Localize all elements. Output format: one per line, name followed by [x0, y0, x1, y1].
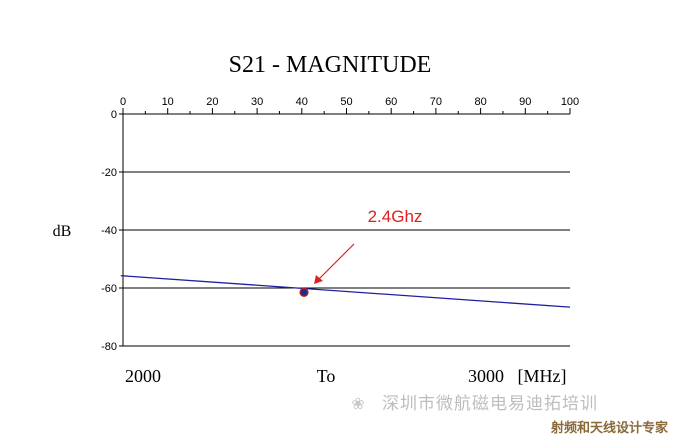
top-tick-label: 80	[474, 96, 486, 108]
annotation-label: 2.4Ghz	[368, 207, 423, 226]
chart-title: S21 - MAGNITUDE	[229, 52, 432, 78]
top-tick-label: 60	[385, 96, 397, 108]
series-line	[120, 275, 571, 308]
y-axis-label: dB	[53, 223, 72, 240]
top-tick-label: 40	[296, 96, 308, 108]
y-tick-label: -80	[101, 341, 117, 353]
top-tick-label: 70	[430, 96, 442, 108]
y-tick-label: -20	[101, 167, 117, 179]
y-tick-label: -60	[101, 283, 117, 295]
top-axis: 0 10 20 30 40 50 60 70 80 90 100	[120, 96, 579, 115]
top-tick-label: 10	[162, 96, 174, 108]
watermark-line1: 深圳市微航磁电易迪拓培训	[382, 394, 598, 413]
top-tick-label: 90	[519, 96, 531, 108]
y-tick-label: 0	[111, 109, 117, 121]
frequency-marker	[299, 287, 309, 297]
top-tick-label: 100	[561, 96, 579, 108]
top-tick-label: 20	[206, 96, 218, 108]
annotation-arrow	[317, 243, 355, 281]
top-tick-label: 30	[251, 96, 263, 108]
wechat-icon: ❀	[351, 396, 364, 413]
annotation-arrowhead	[314, 275, 323, 284]
top-tick-label: 50	[340, 96, 352, 108]
y-tick-label: -40	[101, 225, 117, 237]
bottom-label-middle: To	[317, 366, 336, 386]
bottom-label-start: 2000	[125, 366, 161, 386]
top-tick-label: 0	[120, 96, 126, 108]
grid-lines	[123, 113, 570, 347]
watermark: ❀ 深圳市微航磁电易迪拓培训 射频和天线设计专家	[351, 394, 669, 435]
bottom-label-unit: [MHz]	[518, 366, 567, 386]
bottom-label-end: 3000	[468, 366, 504, 386]
series-layer	[120, 275, 571, 308]
y-axis: 0 -20 -40 -60 -80	[101, 109, 124, 353]
watermark-line2: 射频和天线设计专家	[550, 420, 669, 435]
